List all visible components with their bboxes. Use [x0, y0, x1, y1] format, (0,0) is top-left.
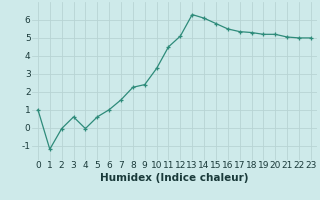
X-axis label: Humidex (Indice chaleur): Humidex (Indice chaleur) — [100, 173, 249, 183]
